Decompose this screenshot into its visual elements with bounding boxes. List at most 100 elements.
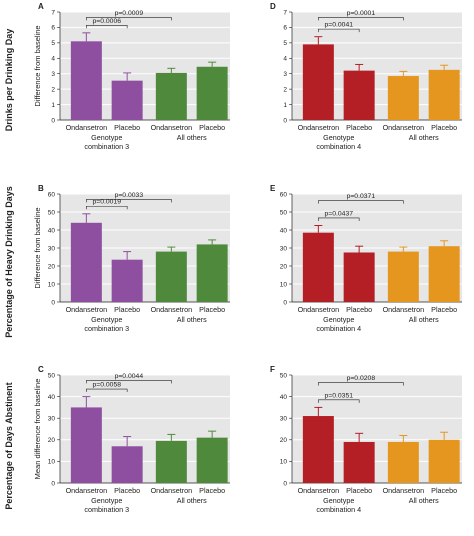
y-tick-label: 0	[51, 480, 55, 487]
bar	[387, 251, 419, 302]
y-axis-label: Difference from baseline	[33, 25, 42, 106]
panel-d: 0 1 2 3 4 5 6 7D Ondansetron Placebo Ondansetron Pl…	[270, 2, 462, 151]
panel-letter: C	[38, 365, 44, 374]
y-tick-label: 40	[48, 394, 56, 401]
p-value-label: p=0.0208	[347, 375, 376, 382]
x-category-label: Placebo	[346, 123, 372, 132]
y-tick-label: 6	[51, 25, 55, 32]
y-tick-label: 1	[283, 102, 287, 109]
bar	[155, 72, 187, 120]
bar	[428, 439, 460, 483]
y-tick-label: 10	[48, 459, 56, 466]
y-tick-label: 3	[283, 71, 287, 78]
bar	[111, 259, 143, 302]
p-value-label: p=0.0033	[115, 192, 144, 199]
x-category-label: Ondansetron	[298, 123, 340, 132]
bar	[302, 416, 334, 483]
p-value-label: p=0.0019	[92, 199, 121, 206]
bar	[302, 44, 334, 120]
bar	[111, 80, 143, 120]
y-tick-label: 40	[280, 227, 288, 234]
group-label-genotype: Genotype	[91, 133, 122, 142]
bar	[428, 246, 460, 302]
p-value-label: p=0.0044	[115, 373, 144, 380]
y-axis-label: Mean difference from baseline	[33, 379, 42, 480]
x-category-label: Ondansetron	[66, 486, 108, 495]
p-value-label: p=0.0009	[115, 10, 144, 17]
bar	[70, 407, 102, 483]
significance-bracket	[318, 200, 404, 204]
group-label-combination: combination 4	[316, 142, 361, 151]
significance-bracket	[318, 28, 360, 33]
bar	[343, 70, 375, 120]
x-category-label: Placebo	[346, 305, 372, 314]
panel-f: 0 10 20 30 40 50 F Ondansetron Placebo Ondansetro…	[270, 365, 462, 514]
group-label-genotype: Genotype	[323, 496, 354, 505]
x-category-label: Ondansetron	[66, 305, 108, 314]
x-category-label: Placebo	[431, 305, 457, 314]
x-category-label: Placebo	[431, 486, 457, 495]
y-tick-label: 10	[48, 281, 56, 288]
bar	[196, 66, 228, 120]
x-category-label: Placebo	[114, 305, 140, 314]
group-label-combination: combination 3	[84, 324, 129, 333]
y-tick-label: 0	[283, 299, 287, 306]
y-tick-label: 1	[51, 102, 55, 109]
bar	[155, 251, 187, 302]
x-category-label: Placebo	[199, 486, 225, 495]
y-tick-label: 40	[48, 227, 56, 234]
y-tick-label: 0	[283, 480, 287, 487]
bar	[387, 441, 419, 483]
significance-bracket	[86, 199, 172, 203]
p-value-label: p=0.0006	[92, 18, 121, 25]
bar	[387, 76, 419, 120]
x-category-label: Ondansetron	[298, 305, 340, 314]
group-label-all-others: All others	[409, 496, 439, 505]
y-tick-label: 0	[51, 299, 55, 306]
y-tick-label: 50	[48, 372, 56, 379]
y-tick-label: 30	[280, 245, 288, 252]
y-tick-label: 0	[51, 117, 55, 124]
panel-letter: B	[38, 184, 44, 193]
bar	[428, 69, 460, 120]
x-category-label: Placebo	[346, 486, 372, 495]
panel-e: 0 10 20 30 40 50 60 E Ondansetron Placebo Ondanset…	[270, 184, 462, 333]
y-tick-label: 20	[280, 437, 288, 444]
y-tick-label: 40	[280, 394, 288, 401]
group-label-all-others: All others	[177, 133, 207, 142]
bar	[196, 437, 228, 483]
y-tick-label: 7	[283, 9, 287, 16]
significance-bracket	[86, 388, 128, 393]
group-label-all-others: All others	[409, 133, 439, 142]
x-category-label: Ondansetron	[383, 305, 425, 314]
p-value-label: p=0.0041	[324, 22, 353, 29]
x-category-label: Placebo	[114, 123, 140, 132]
y-tick-label: 6	[283, 25, 287, 32]
significance-bracket	[318, 382, 404, 386]
x-category-label: Ondansetron	[383, 123, 425, 132]
y-tick-label: 2	[51, 86, 55, 93]
y-tick-label: 4	[283, 56, 287, 63]
group-label-genotype: Genotype	[323, 315, 354, 324]
y-tick-label: 20	[48, 263, 56, 270]
group-label-all-others: All others	[177, 315, 207, 324]
row-label-drinks: Drinks per Drinking Day	[4, 29, 14, 132]
x-category-label: Ondansetron	[298, 486, 340, 495]
y-tick-label: 0	[283, 117, 287, 124]
y-tick-label: 4	[51, 56, 55, 63]
y-tick-label: 7	[51, 9, 55, 16]
y-tick-label: 50	[48, 209, 56, 216]
y-tick-label: 30	[48, 416, 56, 423]
panel-c: 0 10 20 30 40 50 C Mean difference from baselin…	[33, 365, 230, 514]
row-label-abstinent: Percentage of Days Abstinent	[4, 382, 14, 509]
bar	[155, 440, 187, 483]
x-category-label: Ondansetron	[151, 123, 193, 132]
group-label-combination: combination 3	[84, 505, 129, 514]
y-tick-label: 5	[51, 40, 55, 47]
group-label-combination: combination 4	[316, 505, 361, 514]
y-tick-label: 60	[48, 191, 56, 198]
panel-b: 0 10 20 30 40 50 60 B Difference from baseline On…	[33, 184, 230, 333]
x-category-label: Ondansetron	[383, 486, 425, 495]
y-tick-label: 2	[283, 86, 287, 93]
